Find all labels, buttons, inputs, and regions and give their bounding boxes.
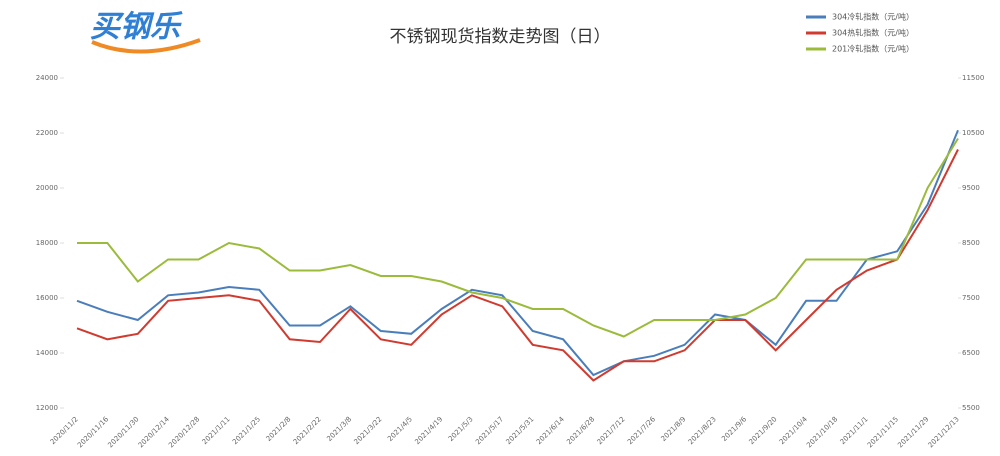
x-tick-label: 2021/9/20: [748, 415, 779, 446]
logo: 买钢乐: [90, 10, 183, 45]
x-tick-label: 2021/4/5: [386, 415, 414, 443]
y-tick-label: 24000: [36, 74, 58, 82]
y-tick-label: 14000: [36, 349, 58, 357]
y-tick-label: 12000: [36, 404, 58, 412]
y2-tick-label: 5500: [962, 404, 980, 412]
chart-title: 不锈钢现货指数走势图（日）: [390, 27, 611, 47]
x-tick-label: 2021/9/6: [720, 415, 748, 443]
series-line: [77, 137, 959, 338]
x-tick-label: 2021/11/15: [866, 415, 900, 449]
x-tick-label: 2020/12/28: [167, 415, 201, 449]
x-tick-label: 2021/12/13: [927, 415, 961, 449]
series-line: [76, 129, 959, 377]
y-tick-label: 20000: [36, 184, 58, 192]
x-tick-label: 2021/7/26: [626, 415, 657, 446]
x-tick-label: 2020/11/2: [49, 415, 80, 446]
y2-tick-label: 9500: [962, 184, 980, 192]
x-tick-label: 2020/11/30: [106, 415, 140, 449]
y-tick-label: 22000: [36, 129, 58, 137]
series-line: [76, 149, 959, 382]
x-tick-label: 2021/11/1: [839, 415, 870, 446]
legend-label: 304冷轧指数（元/吨）: [832, 12, 914, 22]
x-tick-label: 2020/12/14: [137, 415, 172, 450]
x-tick-label: 2021/3/8: [325, 415, 353, 443]
x-tick-label: 2021/7/12: [596, 415, 627, 446]
y2-tick-label: 11500: [962, 74, 984, 82]
x-tick-label: 2021/3/22: [353, 415, 384, 446]
x-tick-label: 2021/6/14: [535, 415, 566, 446]
legend-label: 304热轧指数（元/吨）: [832, 28, 914, 38]
x-tick-label: 2021/1/11: [201, 415, 232, 446]
y-tick-label: 16000: [36, 294, 58, 302]
x-tick-label: 2021/5/31: [504, 415, 535, 446]
x-tick-label: 2021/2/8: [265, 415, 293, 443]
x-tick-label: 2021/2/22: [292, 415, 323, 446]
legend-label: 201冷轧指数（元/吨）: [832, 44, 914, 54]
x-tick-label: 2021/4/19: [413, 415, 444, 446]
x-tick-label: 2020/11/16: [76, 415, 111, 450]
y-tick-label: 18000: [36, 239, 58, 247]
y2-tick-label: 10500: [962, 129, 984, 137]
x-tick-label: 2021/8/9: [660, 415, 688, 443]
x-tick-label: 2021/6/28: [565, 415, 596, 446]
x-tick-label: 2021/10/4: [778, 415, 809, 446]
y2-tick-label: 8500: [962, 239, 980, 247]
x-tick-label: 2021/5/3: [447, 415, 475, 443]
x-tick-label: 2021/10/18: [805, 415, 839, 449]
x-tick-label: 2021/11/29: [896, 415, 930, 449]
y2-tick-label: 6500: [962, 349, 980, 357]
logo-swoosh: [91, 38, 201, 54]
x-tick-label: 2021/8/23: [687, 415, 718, 446]
y2-tick-label: 7500: [962, 294, 980, 302]
x-tick-label: 2021/1/25: [231, 415, 262, 446]
x-tick-label: 2021/5/17: [474, 415, 505, 446]
